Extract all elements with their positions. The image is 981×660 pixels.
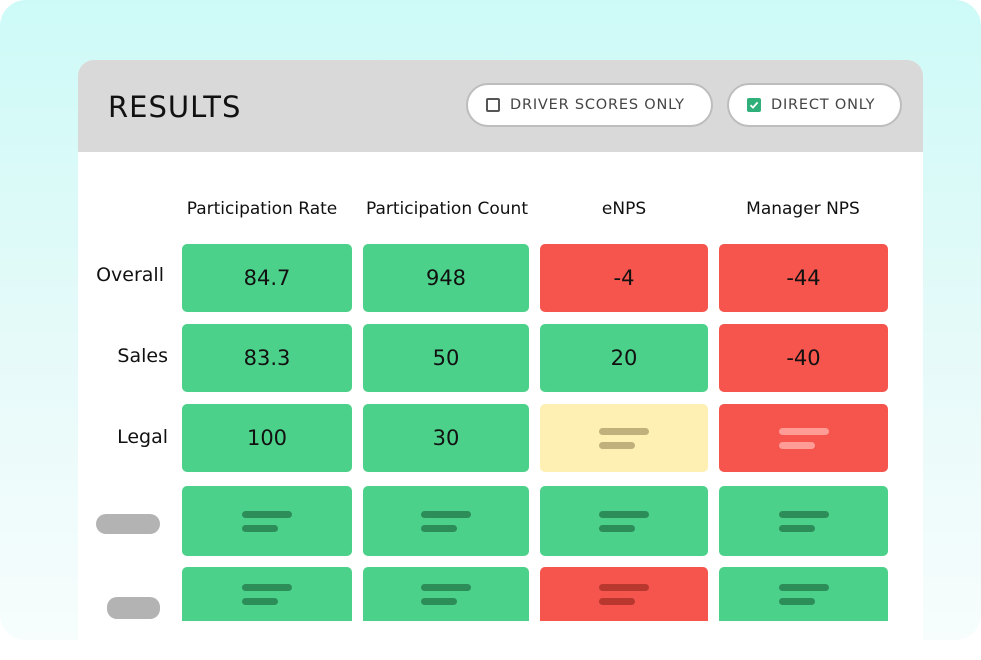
cell-placeholder [599,510,649,532]
table-cell[interactable]: 83.3 [182,324,352,392]
cell-placeholder [421,510,471,532]
table-cell[interactable] [540,567,708,621]
checkmark-icon [749,101,759,109]
column-header-enps: eNPS [601,199,647,219]
table-cell[interactable] [719,486,888,556]
cell-placeholder [421,583,471,605]
row-label-placeholder [96,514,160,534]
driver-scores-only-toggle[interactable]: DRIVER SCORES ONLY [466,83,713,127]
cell-placeholder [242,510,292,532]
cell-value: 948 [425,266,467,290]
cell-value: -4 [613,266,635,290]
card-header: RESULTS DRIVER SCORES ONLY DIRECT ONLY [78,60,923,152]
cell-value: 30 [432,426,460,450]
table-cell[interactable] [363,567,529,621]
table-cell[interactable] [719,404,888,472]
driver-scores-checkbox[interactable] [486,98,500,112]
row-label-placeholder [107,597,160,619]
table-cell[interactable] [719,567,888,621]
table-cell[interactable] [363,486,529,556]
column-header-participation-rate: Participation Rate [186,199,338,219]
cell-placeholder [599,583,649,605]
page-title: RESULTS [108,90,242,124]
table-cell[interactable] [540,404,708,472]
table-cell[interactable]: 30 [363,404,529,472]
row-label-legal: Legal [117,426,168,448]
cell-value: 83.3 [243,346,291,370]
table-cell[interactable]: 100 [182,404,352,472]
cell-value: 100 [246,426,288,450]
table-cell[interactable] [182,567,352,621]
table-cell[interactable]: -44 [719,244,888,312]
column-header-participation-count: Participation Count [365,199,528,219]
cell-value: 20 [610,346,638,370]
table-cell[interactable]: 948 [363,244,529,312]
row-label-sales: Sales [117,345,168,367]
table-cell[interactable] [182,486,352,556]
cell-value: 50 [432,346,460,370]
cell-value: -44 [786,266,821,290]
direct-only-checkbox[interactable] [747,98,761,112]
driver-scores-label: DRIVER SCORES ONLY [510,97,685,113]
cell-placeholder [242,583,292,605]
direct-only-toggle[interactable]: DIRECT ONLY [727,83,902,127]
cell-placeholder [599,427,649,449]
row-label-overall: Overall [96,264,164,286]
direct-only-label: DIRECT ONLY [771,97,876,113]
column-header-manager-nps: Manager NPS [746,199,860,219]
table-cell[interactable]: 20 [540,324,708,392]
cell-value: 84.7 [243,266,291,290]
table-cell[interactable]: -4 [540,244,708,312]
cell-placeholder [778,510,829,532]
cell-placeholder [778,427,829,449]
cell-value: -40 [786,346,821,370]
cell-placeholder [778,583,829,605]
table-cell[interactable]: -40 [719,324,888,392]
table-cell[interactable]: 50 [363,324,529,392]
table-cell[interactable]: 84.7 [182,244,352,312]
table-cell[interactable] [540,486,708,556]
